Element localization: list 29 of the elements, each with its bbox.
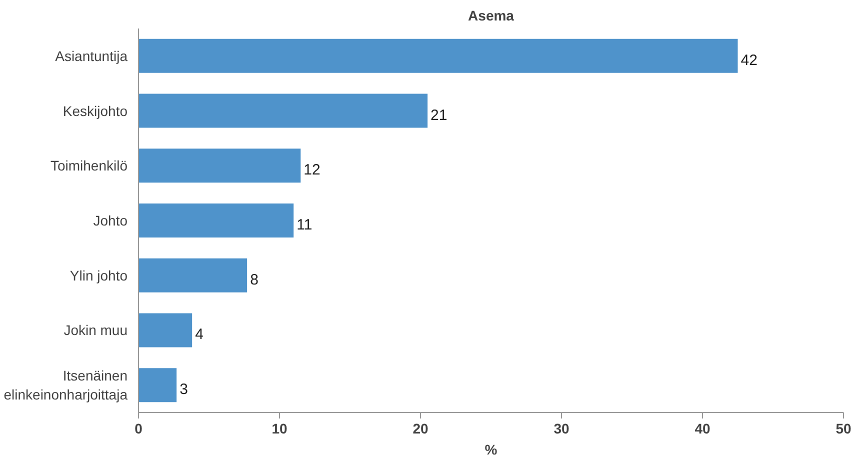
data-label: 8	[250, 271, 258, 288]
bar	[138, 94, 428, 128]
bar	[138, 313, 192, 348]
chart-title: Asema	[468, 8, 514, 24]
y-tick-label: Johto	[93, 212, 128, 228]
x-tick-label: 40	[694, 420, 710, 436]
x-axis-title: %	[484, 442, 498, 458]
data-label: 4	[195, 326, 204, 344]
x-tick-label: 0	[134, 420, 143, 436]
y-tick-label: Jokin muu	[64, 322, 128, 338]
y-tick-label: Toimihenkilö	[50, 158, 128, 174]
y-tick-label: Ylin johto	[70, 267, 128, 284]
bar	[138, 148, 301, 183]
x-tick-label: 30	[554, 420, 570, 436]
x-tick-label: 50	[836, 420, 852, 436]
bar	[138, 203, 294, 238]
x-tick-label: 20	[412, 420, 428, 436]
data-label: 42	[740, 52, 758, 69]
y-tick-label: Asiantuntija	[55, 48, 128, 64]
data-label: 21	[430, 106, 448, 124]
bar	[138, 258, 248, 292]
bar	[138, 38, 738, 73]
data-label: 11	[296, 216, 312, 234]
bar	[138, 368, 177, 402]
x-tick-label: 10	[272, 420, 288, 436]
data-label: 3	[180, 381, 188, 398]
y-tick-label: Itsenäinen elinkeinonharjoittaja	[4, 367, 128, 403]
y-tick-label: Keskijohto	[62, 102, 128, 119]
data-label: 12	[304, 162, 320, 179]
